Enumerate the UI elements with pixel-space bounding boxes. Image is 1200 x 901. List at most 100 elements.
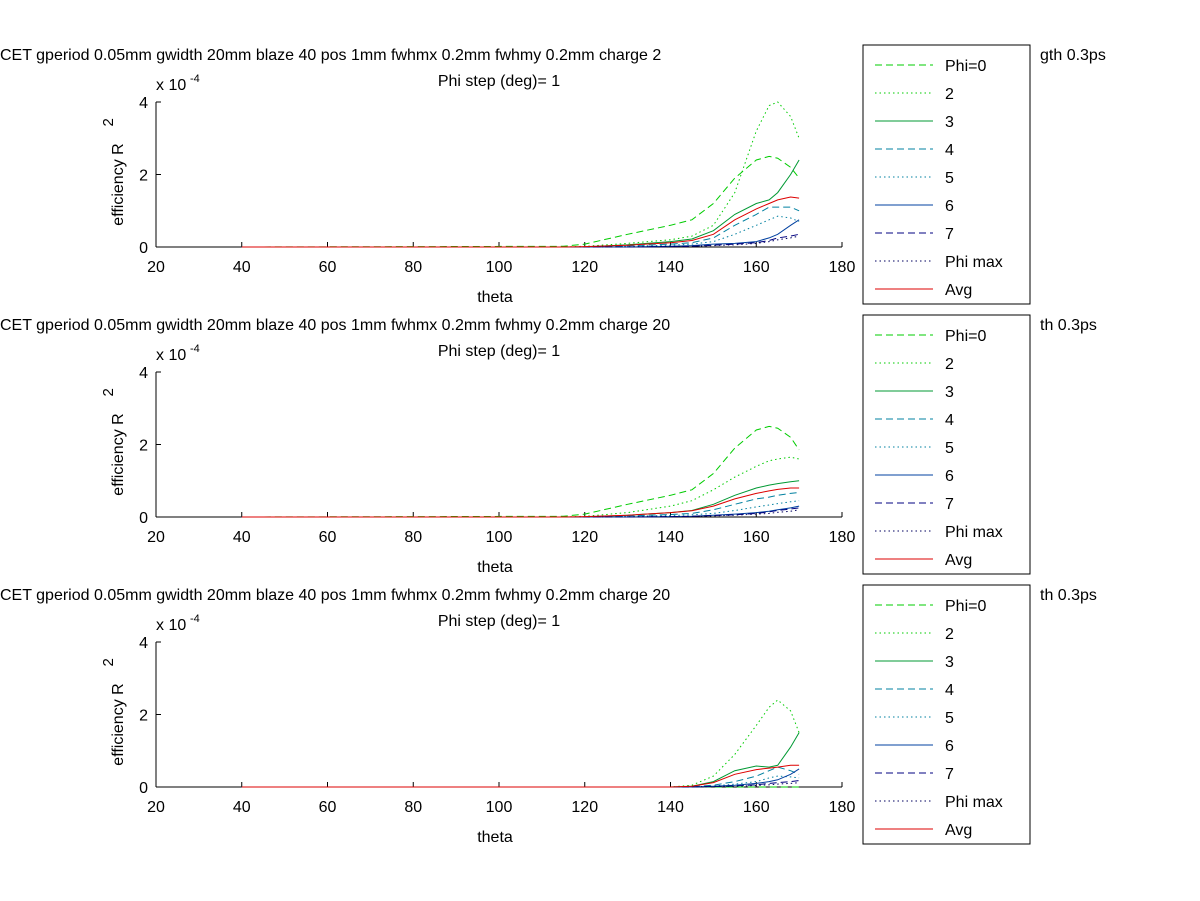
x-tick-label: 40 [233,799,251,816]
y-axis-label-superscript: 2 [100,118,117,126]
y-axis-label-superscript: 2 [100,658,117,666]
subplot-1: CET gperiod 0.05mm gwidth 20mm blaze 40 … [0,44,1106,306]
y-exponent-power: -4 [190,73,200,85]
series-line-8 [241,235,800,248]
x-tick-label: 120 [571,529,598,546]
y-exponent-power: -4 [190,343,200,355]
y-tick-label: 2 [139,168,148,185]
y-axis-label: efficiency R [110,143,127,225]
legend-label: 6 [945,738,954,755]
x-tick-label: 60 [319,529,337,546]
legend-label: 7 [945,766,954,783]
x-tick-label: 20 [147,529,165,546]
series-line-7 [241,780,800,788]
x-tick-label: 160 [743,799,770,816]
series-line-2 [241,101,800,248]
legend-label: Avg [945,552,972,569]
series-line-1 [241,155,800,248]
y-tick-label: 0 [139,240,148,257]
x-tick-label: 120 [571,799,598,816]
y-tick-label: 4 [139,365,148,382]
legend-box [862,314,1031,575]
y-tick-label: 4 [139,635,148,652]
series-line-5 [241,215,800,248]
y-tick-label: 2 [139,438,148,455]
series-line-9 [241,487,800,518]
x-tick-label: 180 [829,259,856,276]
legend-label: 3 [945,654,954,671]
series-line-9 [241,764,800,788]
chart-title-tail: th 0.3ps [1040,587,1097,604]
series-line-3 [241,732,800,788]
y-tick-label: 0 [139,780,148,797]
y-tick-label: 2 [139,708,148,725]
series-line-1 [241,425,800,518]
x-tick-label: 100 [486,529,513,546]
chart-subtitle: Phi step (deg)= 1 [438,73,560,90]
x-tick-label: 160 [743,259,770,276]
series-line-9 [241,196,800,248]
legend-label: Phi max [945,524,1003,541]
legend-box [862,44,1031,305]
x-tick-label: 140 [657,799,684,816]
x-tick-label: 80 [404,529,422,546]
legend-label: 2 [945,356,954,373]
series-line-3 [241,480,800,518]
x-tick-label: 180 [829,529,856,546]
y-axis-label-superscript: 2 [100,388,117,396]
x-tick-label: 40 [233,259,251,276]
x-tick-label: 140 [657,259,684,276]
subplot-2: CET gperiod 0.05mm gwidth 20mm blaze 40 … [0,314,1097,576]
y-exponent-power: -4 [190,613,200,625]
legend-label: 5 [945,710,954,727]
x-axis-label: theta [477,289,513,306]
legend-label: 4 [945,142,954,159]
legend-label: 3 [945,114,954,131]
x-tick-label: 40 [233,529,251,546]
series-line-4 [241,766,800,788]
x-tick-label: 140 [657,529,684,546]
x-axis-label: theta [477,829,513,846]
x-tick-label: 80 [404,799,422,816]
x-axis-label: theta [477,559,513,576]
legend-label: 7 [945,496,954,513]
chart-title-tail: gth 0.3ps [1040,47,1106,64]
y-axis-label: efficiency R [110,683,127,765]
x-tick-label: 60 [319,799,337,816]
legend-label: 5 [945,170,954,187]
legend-label: 7 [945,226,954,243]
legend-label: Phi max [945,254,1003,271]
legend-label: 4 [945,682,954,699]
subplot-3: CET gperiod 0.05mm gwidth 20mm blaze 40 … [0,584,1097,846]
y-tick-label: 0 [139,510,148,527]
y-axis-label: efficiency R [110,413,127,495]
x-tick-label: 20 [147,799,165,816]
legend-label: 6 [945,198,954,215]
y-tick-label: 4 [139,95,148,112]
series-line-2 [241,699,800,788]
legend-label: 5 [945,440,954,457]
legend-label: Avg [945,282,972,299]
chart-subtitle: Phi step (deg)= 1 [438,613,560,630]
x-tick-label: 100 [486,259,513,276]
x-tick-label: 100 [486,799,513,816]
chart-title: CET gperiod 0.05mm gwidth 20mm blaze 40 … [0,587,670,604]
chart-title-tail: th 0.3ps [1040,317,1097,334]
legend-box [862,584,1031,845]
legend-label: 2 [945,626,954,643]
y-exponent-label: x 10 [156,347,186,364]
series-line-6 [241,768,800,788]
chart-subtitle: Phi step (deg)= 1 [438,343,560,360]
x-tick-label: 160 [743,529,770,546]
x-tick-label: 20 [147,259,165,276]
chart-title: CET gperiod 0.05mm gwidth 20mm blaze 40 … [0,317,670,334]
x-tick-label: 80 [404,259,422,276]
legend-label: Phi=0 [945,598,986,615]
y-exponent-label: x 10 [156,617,186,634]
chart-title: CET gperiod 0.05mm gwidth 20mm blaze 40 … [0,47,661,64]
legend-label: Phi max [945,794,1003,811]
series-line-3 [241,159,800,248]
legend-label: 4 [945,412,954,429]
x-tick-label: 120 [571,259,598,276]
y-exponent-label: x 10 [156,77,186,94]
